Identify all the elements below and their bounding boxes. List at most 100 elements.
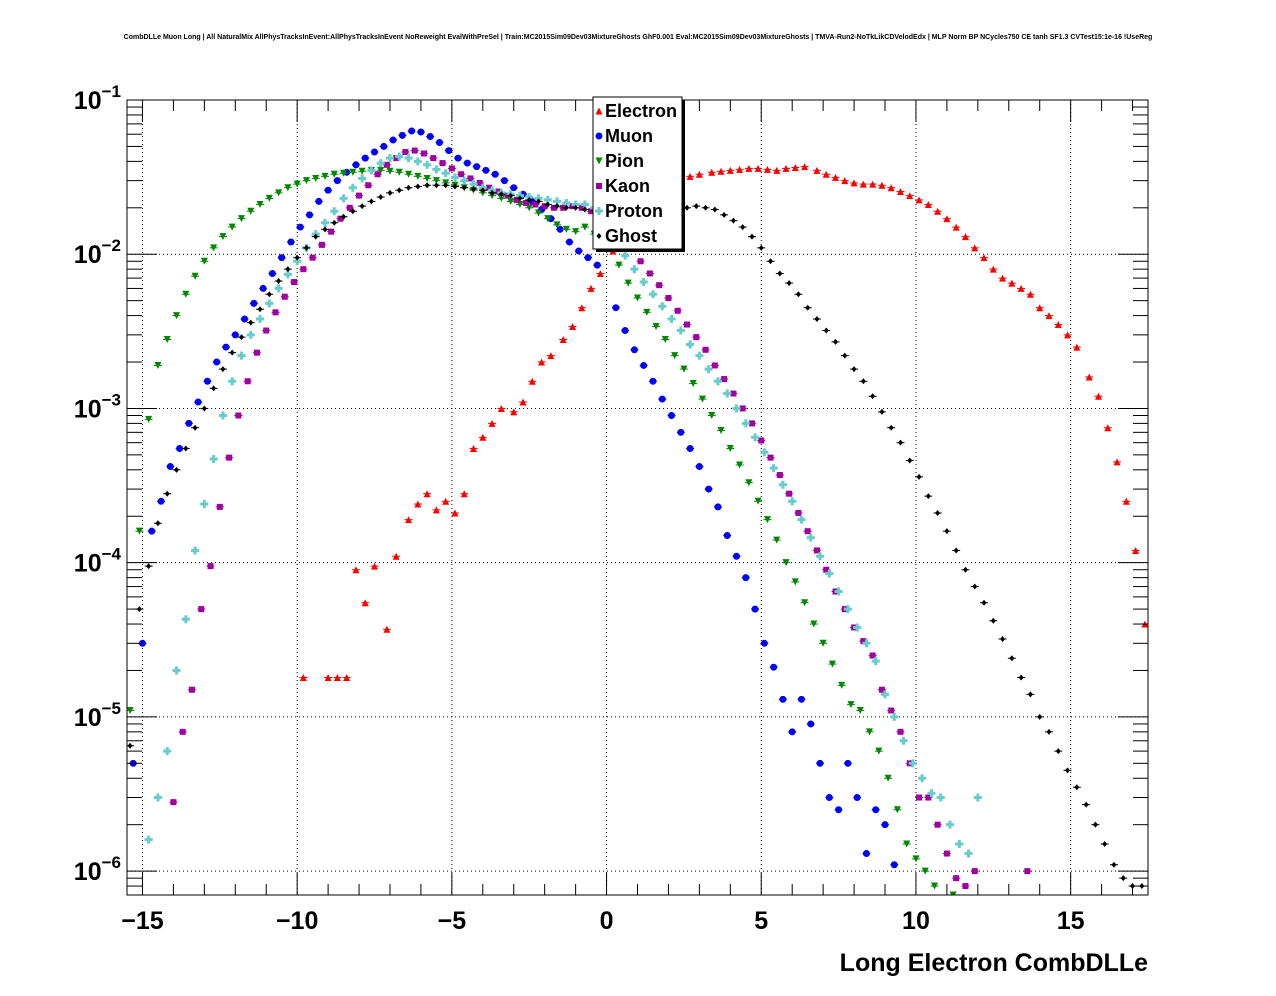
data-point	[497, 194, 505, 202]
data-point	[593, 261, 601, 269]
data-point	[192, 424, 198, 431]
data-point	[349, 168, 357, 176]
data-point	[544, 215, 552, 223]
data-point	[473, 163, 481, 171]
data-point	[500, 177, 508, 185]
data-point	[881, 690, 890, 699]
data-point	[265, 299, 274, 308]
data-point	[1083, 801, 1089, 808]
data-point	[526, 196, 532, 203]
data-point	[460, 490, 468, 498]
data-point	[1113, 458, 1121, 466]
data-point	[229, 349, 235, 356]
data-point	[408, 127, 416, 135]
data-point	[825, 569, 834, 578]
data-point	[640, 361, 648, 369]
data-point	[689, 380, 697, 388]
data-point	[860, 638, 867, 645]
data-point	[741, 419, 750, 428]
data-point	[170, 799, 177, 806]
data-point	[188, 686, 195, 693]
data-point	[194, 398, 202, 406]
data-point	[838, 681, 846, 689]
data-point	[856, 707, 864, 715]
data-point	[788, 728, 796, 736]
data-point	[450, 173, 459, 182]
data-point	[952, 223, 960, 231]
data-point	[259, 284, 267, 292]
data-point	[135, 527, 143, 535]
data-point	[896, 188, 904, 196]
data-point	[1027, 691, 1033, 698]
data-point	[256, 201, 264, 209]
data-point	[179, 728, 186, 735]
data-point	[717, 167, 725, 175]
data-point	[392, 552, 400, 560]
data-point	[1036, 304, 1044, 312]
data-point	[413, 157, 422, 166]
data-point	[711, 362, 718, 369]
data-point	[488, 419, 496, 427]
data-point	[649, 377, 657, 385]
data-point	[925, 794, 932, 801]
data-point	[587, 284, 595, 292]
data-point	[580, 200, 589, 209]
data-point	[148, 527, 156, 535]
data-point	[862, 639, 871, 648]
data-point	[842, 352, 848, 359]
y-tick-exponent: −6	[102, 853, 121, 872]
data-point	[721, 211, 727, 218]
data-point	[875, 747, 883, 755]
data-point	[144, 835, 153, 844]
data-point	[705, 485, 713, 493]
data-point	[695, 463, 703, 471]
data-point	[754, 497, 762, 505]
legend: Electron Muon Pion Kaon Proton Ghost	[592, 96, 685, 252]
data-point	[476, 179, 483, 186]
data-point	[971, 868, 978, 875]
data-point	[157, 497, 165, 505]
data-point	[293, 257, 302, 266]
data-point	[414, 172, 422, 180]
data-point	[767, 454, 774, 461]
data-point	[441, 169, 450, 178]
data-point	[1132, 546, 1140, 554]
data-point	[686, 172, 694, 180]
data-point	[851, 366, 857, 373]
y-tick-base: 10	[74, 241, 102, 269]
data-point	[322, 226, 328, 233]
data-point	[163, 747, 172, 756]
data-point	[1122, 497, 1130, 505]
legend-label: Ghost	[605, 226, 657, 246]
data-points	[127, 127, 1148, 895]
data-point	[385, 154, 394, 163]
data-point	[163, 335, 171, 343]
data-point	[510, 184, 518, 192]
data-point	[1074, 784, 1080, 791]
data-point	[878, 686, 885, 693]
data-point	[471, 185, 477, 192]
data-point	[667, 315, 676, 324]
data-point	[931, 882, 939, 890]
data-point	[395, 152, 404, 161]
data-point	[733, 552, 741, 560]
data-point	[726, 444, 734, 452]
data-point	[300, 266, 307, 273]
data-point	[569, 203, 576, 210]
data-point	[717, 426, 725, 434]
series-kaon	[169, 147, 1032, 890]
data-point	[834, 587, 843, 596]
data-point	[138, 639, 146, 647]
data-point	[760, 448, 769, 457]
data-point	[646, 270, 653, 277]
data-point	[751, 433, 760, 442]
data-point	[164, 490, 170, 497]
data-point	[708, 168, 716, 176]
data-point	[575, 247, 583, 255]
data-point	[823, 566, 830, 573]
data-point	[652, 322, 660, 330]
data-point	[209, 455, 218, 464]
data-point	[921, 867, 929, 875]
data-point	[127, 742, 133, 749]
data-point	[361, 154, 369, 162]
